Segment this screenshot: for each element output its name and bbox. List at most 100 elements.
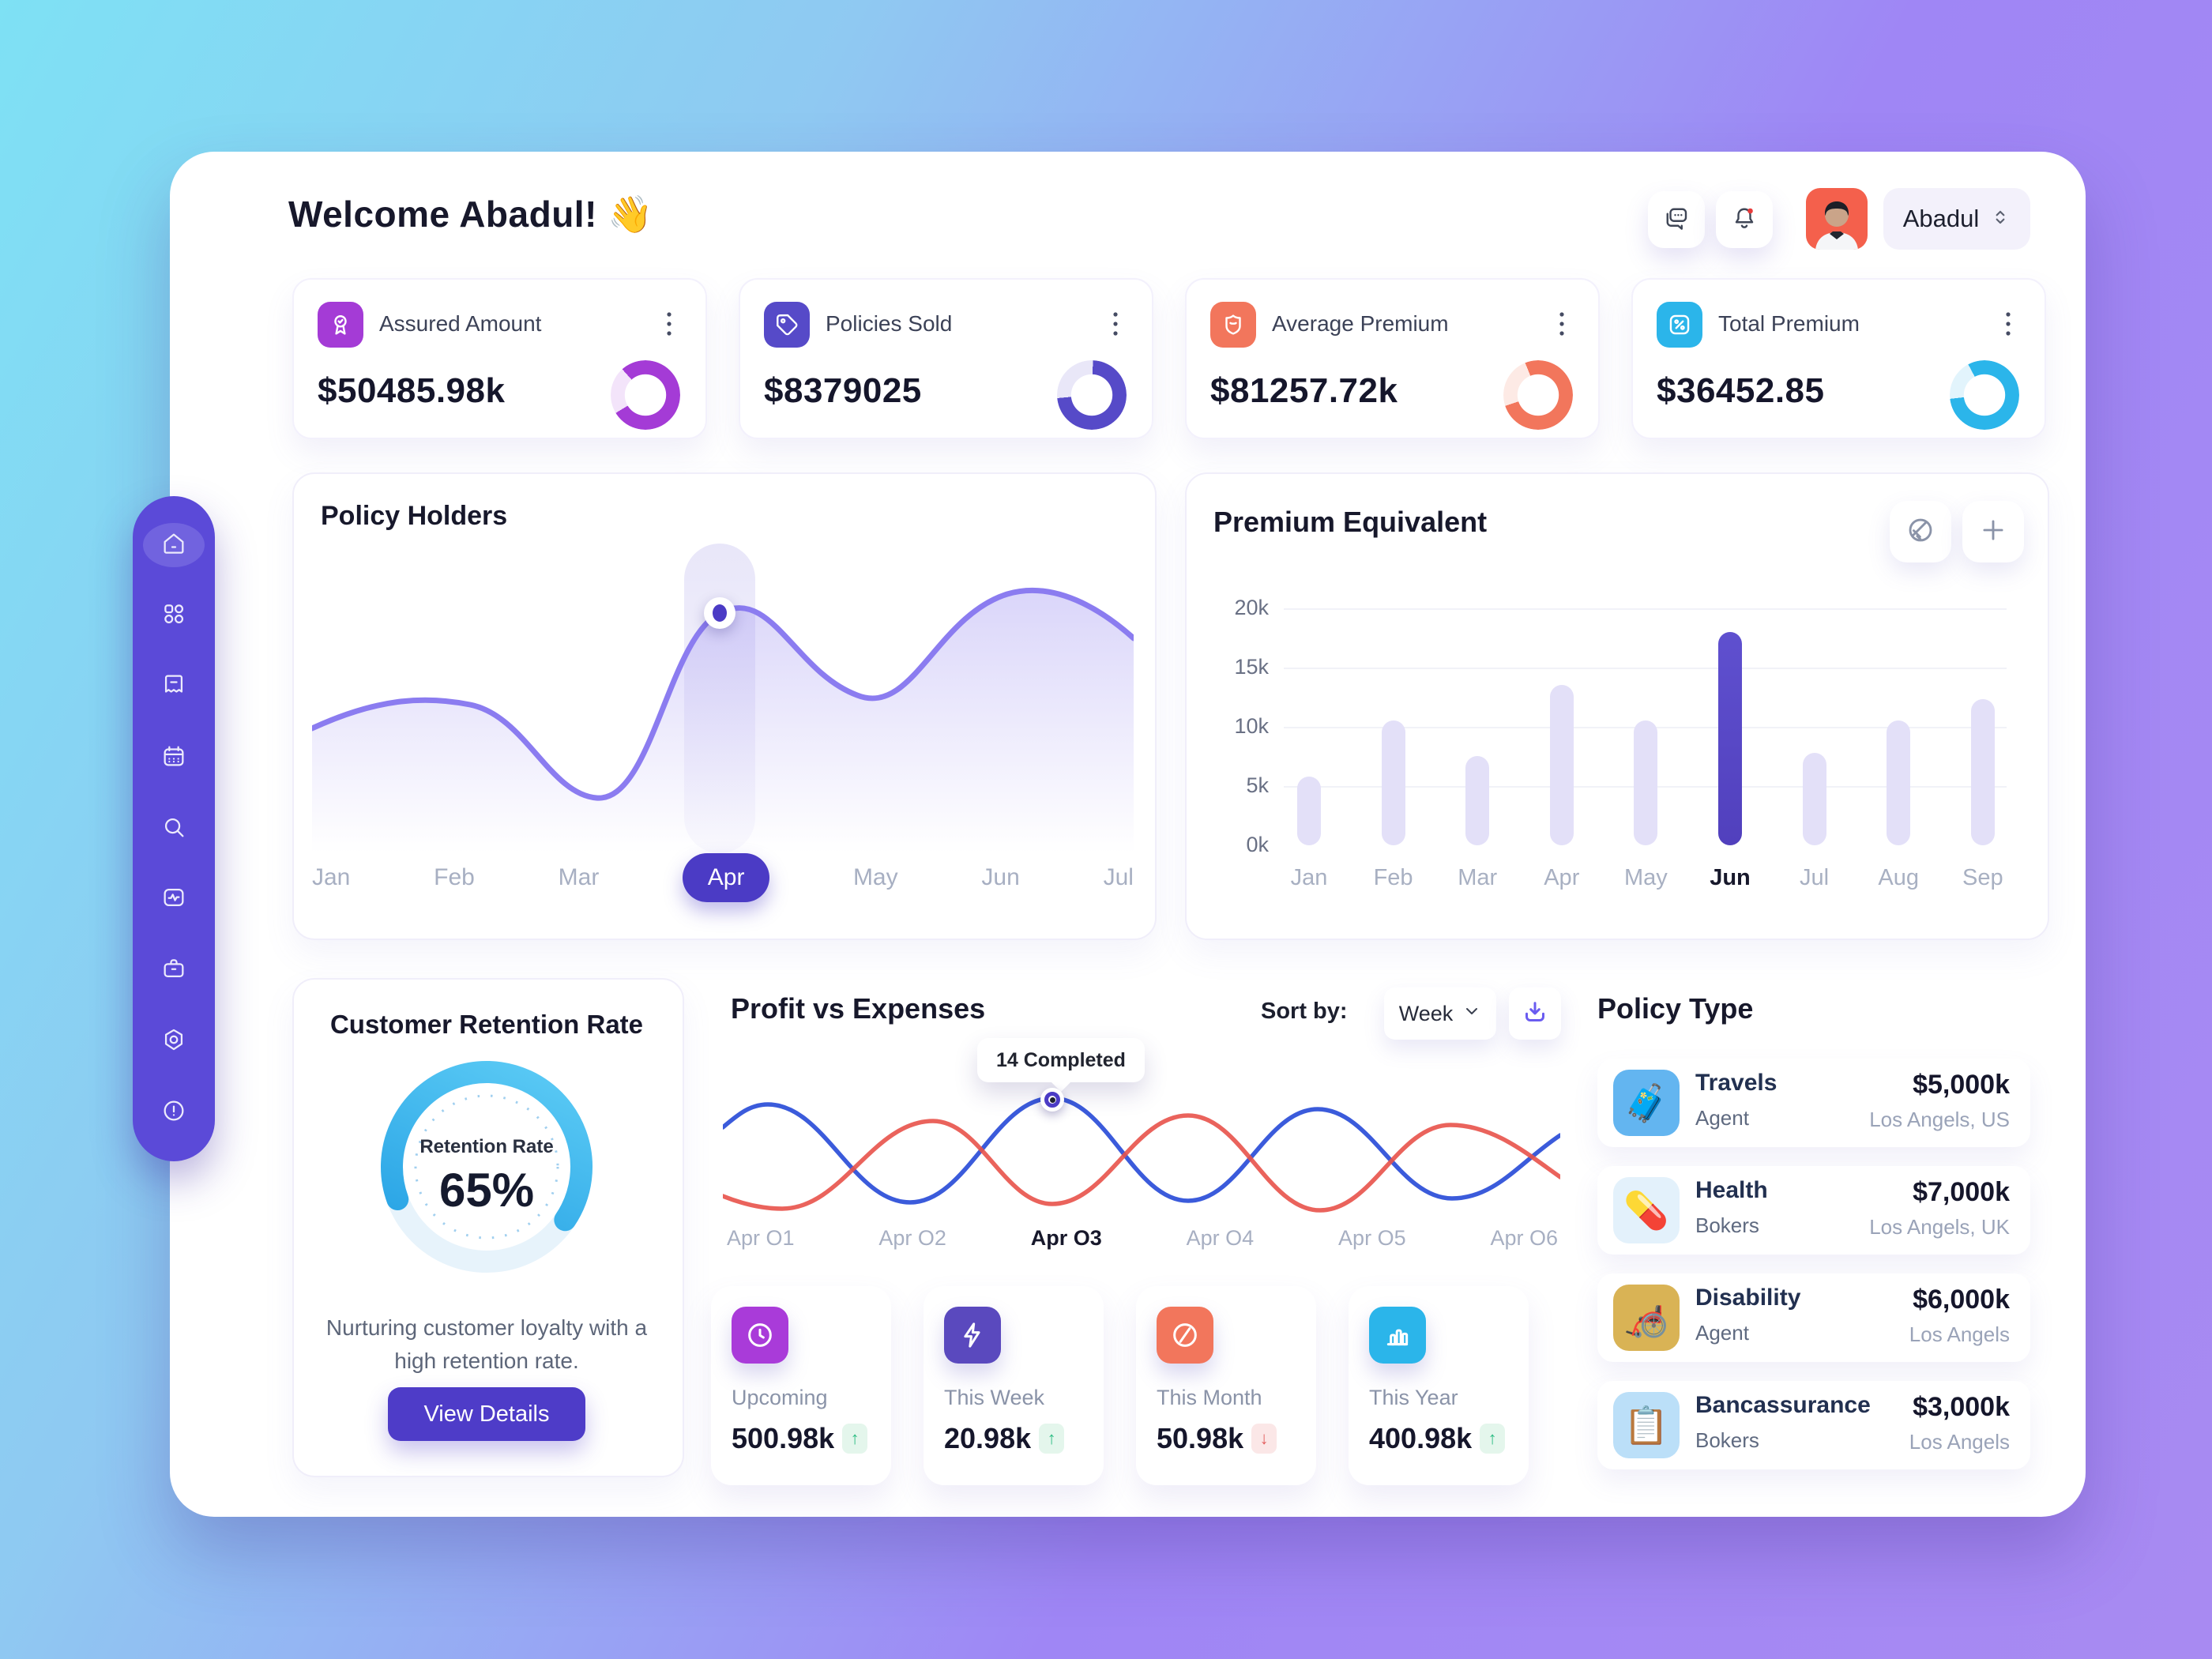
bar-Sep[interactable] [1970, 699, 1995, 845]
bar-label: Jul [1800, 865, 1830, 890]
settings-icon [160, 1026, 187, 1057]
sort-by-label: Sort by: [1261, 999, 1348, 1024]
more-options-button[interactable] [1100, 307, 1131, 343]
bar-Aug[interactable] [1887, 720, 1911, 845]
clock-icon [732, 1307, 788, 1364]
wave-x-label: Apr O3 [1030, 1226, 1102, 1250]
gauge-value: 65% [438, 1164, 535, 1217]
sidebar-item-apps[interactable] [143, 594, 205, 638]
sidebar-item-calendar[interactable] [143, 735, 205, 780]
stat-card-assured-amount: Assured Amount $50485.98k [292, 278, 707, 439]
stat-title: Average Premium [1272, 311, 1449, 336]
chat-icon [1662, 204, 1691, 236]
policy-name: Health [1695, 1177, 1768, 1203]
plus-icon [1978, 515, 2008, 549]
stat-title: Policies Sold [826, 311, 953, 336]
selected-month-pill[interactable]: Apr [683, 853, 770, 902]
bar-label: Jun [1710, 865, 1751, 890]
more-options-button[interactable] [653, 307, 685, 343]
policy-name: Travels [1695, 1070, 1778, 1096]
bar-Jun[interactable] [1718, 632, 1742, 845]
trend-up-badge: ↑ [1039, 1424, 1065, 1454]
y-tick-label: 10k [1234, 714, 1269, 738]
policy-value: $7,000k [1913, 1177, 2010, 1207]
disability-illustration: 🦽 [1613, 1285, 1680, 1351]
gridline [1284, 608, 2007, 610]
messages-button[interactable] [1648, 191, 1705, 248]
stat-title: Assured Amount [379, 311, 542, 336]
sidebar-item-briefcase[interactable] [143, 949, 205, 993]
policy-value: $5,000k [1913, 1070, 2010, 1100]
sidebar-item-home[interactable] [143, 523, 205, 567]
month-label[interactable]: Jul [1103, 864, 1134, 890]
wave-x-label: Apr O6 [1490, 1226, 1558, 1250]
progress-ring [1057, 360, 1127, 430]
percent-icon [1657, 302, 1702, 348]
month-label[interactable]: May [852, 864, 898, 890]
trend-up-badge: ↑ [1480, 1424, 1506, 1454]
wave-x-label: Apr O4 [1186, 1226, 1255, 1250]
download-button[interactable] [1509, 988, 1561, 1040]
chevron-updown-icon [1990, 207, 2011, 231]
month-label[interactable]: Jun [981, 864, 1020, 890]
policy-type-row-bancassurance[interactable]: 📋 Bancassurance Bokers $3,000k Los Angel… [1597, 1381, 2030, 1469]
chart-style-button[interactable] [1890, 501, 1951, 562]
bolt-icon [944, 1307, 1001, 1364]
sort-value: Week [1398, 1001, 1454, 1025]
policy-type-row-disability[interactable]: 🦽 Disability Agent $6,000k Los Angels [1597, 1273, 2030, 1362]
progress-ring [1950, 360, 2019, 430]
sidebar-item-settings[interactable] [143, 1019, 205, 1063]
policy-name: Bancassurance [1695, 1392, 1871, 1418]
sidebar-item-activity[interactable] [143, 878, 205, 922]
bar-Jan[interactable] [1297, 777, 1321, 845]
user-menu[interactable]: Abadul [1883, 188, 2030, 250]
progress-ring [1503, 360, 1573, 430]
policy-type-row-travels[interactable]: 🧳 Travels Agent $5,000k Los Angels, US [1597, 1059, 2030, 1147]
bancassurance-illustration: 📋 [1613, 1392, 1680, 1458]
bar-Feb[interactable] [1381, 720, 1405, 845]
mini-card-upcoming: Upcoming 500.98k ↑ [711, 1286, 891, 1485]
stat-value: $50485.98k [318, 371, 506, 410]
trend-down-badge: ↓ [1251, 1424, 1277, 1454]
bar-Apr[interactable] [1549, 685, 1574, 845]
bar-label: Feb [1373, 865, 1413, 890]
y-tick-label: 15k [1234, 655, 1269, 679]
policy-type-row-health[interactable]: 💊 Health Bokers $7,000k Los Angels, UK [1597, 1166, 2030, 1255]
line-chart-marker[interactable] [1040, 1088, 1064, 1112]
stat-card-average-premium: Average Premium $81257.72k [1185, 278, 1600, 439]
view-details-button[interactable]: View Details [388, 1387, 585, 1441]
more-options-button[interactable] [1546, 307, 1578, 343]
mini-label: Upcoming [732, 1386, 828, 1409]
policy-location: Los Angels [1909, 1430, 2010, 1454]
bar-Mar[interactable] [1465, 756, 1490, 845]
bar-May[interactable] [1634, 720, 1658, 845]
mini-card-this-year: This Year 400.98k ↑ [1349, 1286, 1529, 1485]
trend-up-badge: ↑ [842, 1424, 868, 1454]
bar-Jul[interactable] [1802, 753, 1826, 845]
month-label[interactable]: Jan [312, 864, 351, 890]
policy-role: Bokers [1695, 1213, 1759, 1237]
sidebar-item-alerts[interactable] [143, 1090, 205, 1134]
user-name: Abadul [1902, 205, 1980, 232]
user-avatar[interactable] [1806, 188, 1868, 250]
travels-illustration: 🧳 [1613, 1070, 1680, 1136]
mini-label: This Month [1157, 1386, 1262, 1409]
notifications-button[interactable] [1716, 191, 1773, 248]
month-label[interactable]: Mar [558, 864, 600, 890]
sidebar-item-search[interactable] [143, 807, 205, 851]
calendar-icon [160, 743, 187, 773]
sidebar-item-policies[interactable] [143, 665, 205, 709]
retention-gauge [381, 1061, 592, 1273]
area-chart-marker[interactable] [704, 597, 735, 629]
sort-select[interactable]: Week [1384, 988, 1496, 1040]
policy-holders-area-chart [312, 588, 1134, 853]
add-chart-button[interactable] [1962, 501, 2024, 562]
mini-card-this-month: This Month 50.98k ↓ [1136, 1286, 1316, 1485]
month-label[interactable]: Feb [434, 864, 475, 890]
wallet-icon [160, 672, 187, 702]
policy-value: $3,000k [1913, 1392, 2010, 1422]
award-icon [318, 302, 363, 348]
more-options-button[interactable] [1992, 307, 2024, 343]
y-tick-label: 0k [1246, 833, 1269, 856]
profit-expenses-title: Profit vs Expenses [731, 992, 986, 1025]
